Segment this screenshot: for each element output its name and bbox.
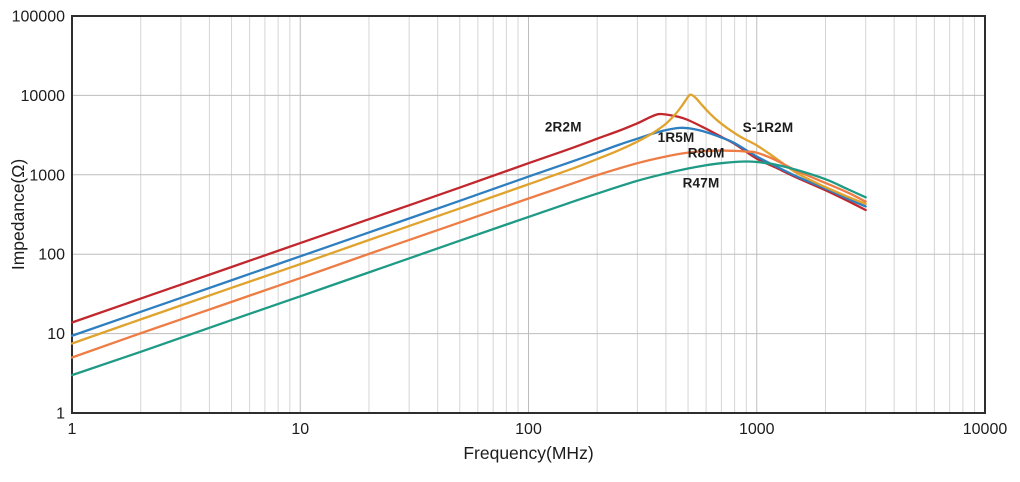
- x-tick-label: 10: [291, 421, 309, 438]
- x-axis-title: Frequency(MHz): [463, 443, 593, 463]
- series-curves: [70, 93, 867, 377]
- y-tick-label: 100: [38, 247, 65, 264]
- series-label-s-1r2m: S-1R2M: [743, 120, 794, 135]
- curve-r80m: [70, 149, 867, 359]
- major-gridlines: [72, 16, 985, 413]
- y-tick-label: 100000: [12, 9, 65, 26]
- y-axis-title: Impedance(Ω): [8, 159, 28, 270]
- plot-frame: [71, 15, 986, 414]
- curve-s-1r2m: [70, 93, 867, 345]
- curve-r47m: [70, 160, 867, 377]
- x-tick-label: 100: [515, 421, 542, 438]
- x-axis-tick-labels: 1 10 100 1000 10000: [68, 421, 1008, 438]
- series-label-2r2m: 2R2M: [545, 120, 582, 135]
- x-tick-label: 1000: [739, 421, 775, 438]
- curve-2r2m: [70, 112, 867, 324]
- x-tick-label: 1: [68, 421, 77, 438]
- y-tick-label: 1: [56, 406, 65, 423]
- y-axis-tick-labels: 1 10 100 1000 10000 100000: [12, 9, 65, 423]
- series-inline-labels: 2R2M 1R5M S-1R2M R80M R47M: [545, 120, 793, 191]
- series-label-r80m: R80M: [688, 146, 725, 161]
- series-label-r47m: R47M: [683, 176, 720, 191]
- y-tick-label: 10: [47, 326, 65, 343]
- y-tick-label: 10000: [21, 88, 66, 105]
- y-tick-label: 1000: [29, 167, 65, 184]
- x-tick-label: 10000: [963, 421, 1008, 438]
- series-label-1r5m: 1R5M: [658, 130, 695, 145]
- minor-gridlines: [140, 16, 976, 413]
